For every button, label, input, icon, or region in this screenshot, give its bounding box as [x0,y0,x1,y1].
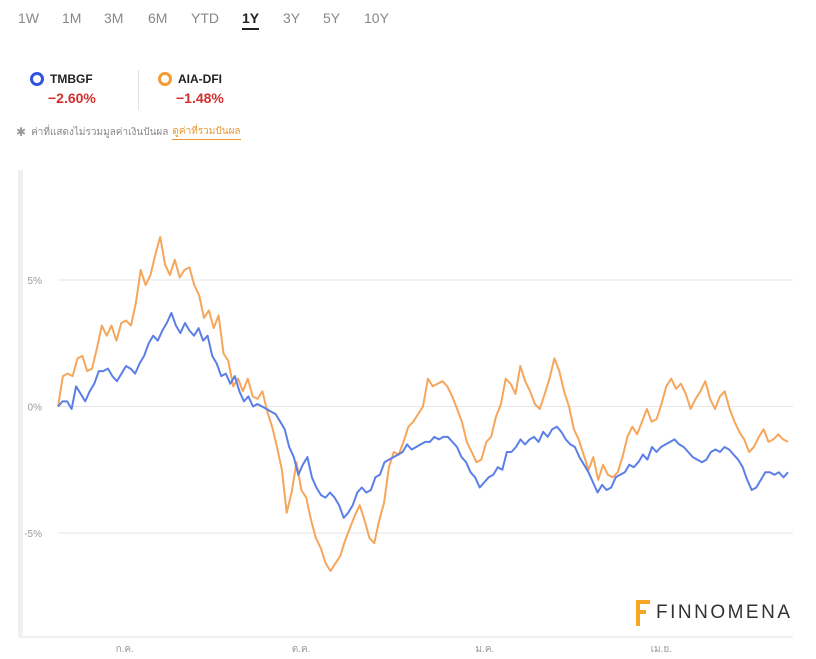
range-tab-6m[interactable]: 6M [148,10,168,26]
legend-item-tmbgf[interactable]: TMBGF −2.60% [30,72,96,106]
legend-change: −2.60% [48,90,96,106]
legend-dot-icon [158,72,172,86]
asterisk-icon: ✱ [16,125,27,139]
y-axis-band [18,170,23,636]
legend-name: TMBGF [50,72,93,86]
logo-text: FINNOMENA [656,602,793,623]
legend-change: −1.48% [176,90,224,106]
range-tab-ytd[interactable]: YTD [191,10,219,26]
dividend-note: ✱ ค่าที่แสดงไม่รวมมูลค่าเงินปันผล ดูค่าท… [16,124,241,140]
dividend-link[interactable]: ดูค่าที่รวมปันผล [172,124,241,140]
legend-item-aia-dfi[interactable]: AIA-DFI −1.48% [158,72,224,106]
logo-mark-icon [636,600,650,626]
y-tick-label: -5% [24,529,42,540]
x-tick-label: ต.ค. [292,644,311,655]
range-tab-1m[interactable]: 1M [62,10,82,26]
x-tick-label: ม.ค. [475,644,494,655]
y-tick-label: 5% [28,276,43,287]
range-tab-1y[interactable]: 1Y [242,10,260,30]
legend-divider [138,70,139,110]
range-tab-1w[interactable]: 1W [18,10,39,26]
range-tab-3m[interactable]: 3M [104,10,124,26]
range-tab-5y[interactable]: 5Y [323,10,341,26]
range-tab-10y[interactable]: 10Y [364,10,389,26]
x-tick-label: เม.ย. [651,644,672,655]
x-tick-label: ก.ค. [116,644,134,655]
finnomena-logo: FINNOMENA [636,600,793,626]
legend-name: AIA-DFI [178,72,222,86]
y-tick-label: 0% [28,403,43,414]
series-line-aia-dfi [57,236,789,572]
legend-dot-icon [30,72,44,86]
series-line-tmbgf [57,311,789,519]
range-tab-3y[interactable]: 3Y [283,10,301,26]
note-text: ค่าที่แสดงไม่รวมมูลค่าเงินปันผล [31,126,169,138]
